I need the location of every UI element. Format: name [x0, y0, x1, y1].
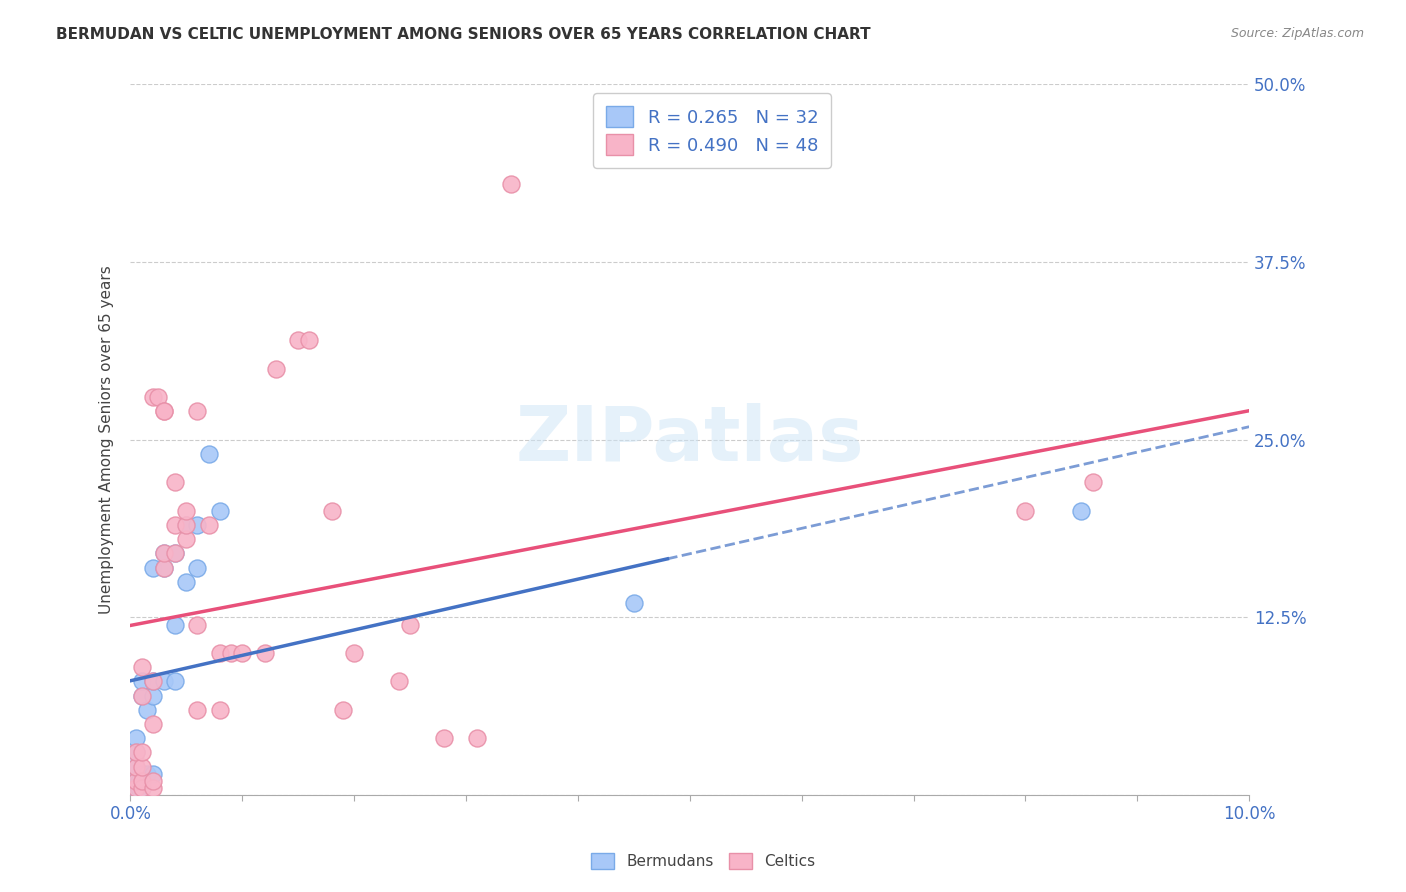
Point — [125, 780, 148, 795]
Point — [1070, 504, 1092, 518]
Point — [264, 361, 287, 376]
Point — [165, 674, 187, 689]
Point — [142, 689, 165, 703]
Point — [142, 390, 165, 404]
Point — [1014, 504, 1036, 518]
Point — [165, 546, 187, 560]
Point — [174, 574, 197, 589]
Point — [125, 759, 148, 773]
Point — [174, 504, 197, 518]
Point — [388, 674, 411, 689]
Point — [298, 333, 321, 347]
Point — [125, 773, 148, 788]
Point — [125, 731, 148, 746]
Legend: R = 0.265   N = 32, R = 0.490   N = 48: R = 0.265 N = 32, R = 0.490 N = 48 — [593, 94, 831, 168]
Point — [174, 518, 197, 533]
Point — [142, 674, 165, 689]
Point — [131, 780, 153, 795]
Point — [142, 773, 165, 788]
Point — [142, 674, 165, 689]
Point — [153, 560, 176, 574]
Point — [153, 546, 176, 560]
Point — [186, 404, 208, 418]
Point — [153, 560, 176, 574]
Point — [142, 780, 165, 795]
Point — [131, 780, 153, 795]
Point — [465, 731, 488, 746]
Point — [165, 475, 187, 490]
Point — [153, 404, 176, 418]
Point — [125, 746, 148, 760]
Point — [287, 333, 309, 347]
Point — [165, 617, 187, 632]
Point — [186, 518, 208, 533]
Point — [343, 646, 366, 660]
Point — [131, 689, 153, 703]
Point — [433, 731, 456, 746]
Point — [131, 773, 153, 788]
Point — [131, 746, 153, 760]
Legend: Bermudans, Celtics: Bermudans, Celtics — [585, 847, 821, 875]
Point — [142, 560, 165, 574]
Point — [186, 617, 208, 632]
Point — [148, 390, 170, 404]
Point — [153, 674, 176, 689]
Point — [208, 646, 231, 660]
Point — [208, 703, 231, 717]
Point — [131, 674, 153, 689]
Point — [186, 560, 208, 574]
Point — [131, 759, 153, 773]
Point — [174, 518, 197, 533]
Point — [142, 717, 165, 731]
Point — [136, 766, 159, 780]
Text: BERMUDAN VS CELTIC UNEMPLOYMENT AMONG SENIORS OVER 65 YEARS CORRELATION CHART: BERMUDAN VS CELTIC UNEMPLOYMENT AMONG SE… — [56, 27, 870, 42]
Point — [165, 546, 187, 560]
Point — [186, 703, 208, 717]
Point — [142, 766, 165, 780]
Point — [125, 780, 148, 795]
Point — [131, 773, 153, 788]
Point — [197, 518, 219, 533]
Point — [231, 646, 253, 660]
Text: Source: ZipAtlas.com: Source: ZipAtlas.com — [1230, 27, 1364, 40]
Point — [125, 746, 148, 760]
Point — [197, 447, 219, 461]
Point — [131, 660, 153, 674]
Point — [125, 759, 148, 773]
Point — [125, 773, 148, 788]
Point — [1081, 475, 1104, 490]
Point — [399, 617, 422, 632]
Point — [128, 773, 150, 788]
Y-axis label: Unemployment Among Seniors over 65 years: Unemployment Among Seniors over 65 years — [100, 266, 114, 614]
Point — [174, 533, 197, 547]
Point — [136, 703, 159, 717]
Point — [153, 404, 176, 418]
Point — [128, 780, 150, 795]
Point — [219, 646, 242, 660]
Point — [321, 504, 343, 518]
Point — [131, 689, 153, 703]
Point — [131, 766, 153, 780]
Text: ZIPatlas: ZIPatlas — [516, 403, 865, 476]
Point — [208, 504, 231, 518]
Point — [332, 703, 354, 717]
Point — [253, 646, 276, 660]
Point — [153, 546, 176, 560]
Point — [499, 177, 522, 191]
Point — [623, 596, 645, 610]
Point — [165, 518, 187, 533]
